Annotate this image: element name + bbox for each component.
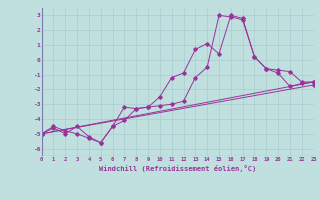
X-axis label: Windchill (Refroidissement éolien,°C): Windchill (Refroidissement éolien,°C) xyxy=(99,165,256,172)
